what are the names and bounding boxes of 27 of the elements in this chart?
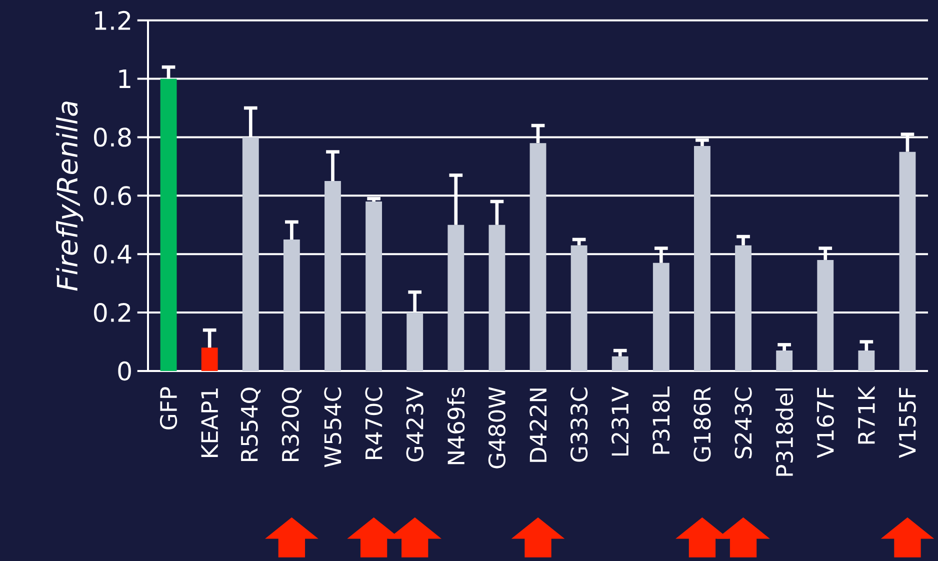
y-tick-label: 0.6 <box>94 186 132 206</box>
x-tick-label: G480W <box>488 387 506 468</box>
y-tick-label: 1.2 <box>95 10 130 30</box>
x-tick-label: D422N <box>530 388 546 462</box>
y-tick-label: 1 <box>119 70 130 88</box>
x-tick-label: V155F <box>899 388 916 458</box>
x-tick-label: G423V <box>406 386 424 462</box>
y-tick-label: 0.4 <box>94 244 132 264</box>
x-tick-label: R554Q <box>240 388 261 462</box>
x-tick-label: R470C <box>365 388 382 459</box>
x-tick-label: P318L <box>652 386 670 454</box>
y-axis-title: Firefly/Renilla <box>56 102 84 291</box>
x-tick-label: R71K <box>858 386 875 444</box>
x-tick-label: G333C <box>570 388 588 462</box>
x-tick-label: S243C <box>734 388 752 458</box>
y-tick-label: 0.8 <box>94 128 131 147</box>
x-tick-label: V167F <box>816 388 834 458</box>
x-tick-label: L231V <box>612 386 629 456</box>
y-tick-label: 0.2 <box>94 302 130 322</box>
x-tick-label: N469fs <box>447 388 465 464</box>
y-tick-label: 0 <box>118 361 131 381</box>
x-tick-label: R320Q <box>282 388 302 462</box>
x-tick-label: W554C <box>324 388 342 468</box>
x-tick-label: G186R <box>694 387 711 462</box>
x-tick-label: GFP <box>160 387 178 430</box>
x-tick-label: P318del <box>776 388 794 476</box>
x-tick-label: KEAP1 <box>201 388 218 457</box>
